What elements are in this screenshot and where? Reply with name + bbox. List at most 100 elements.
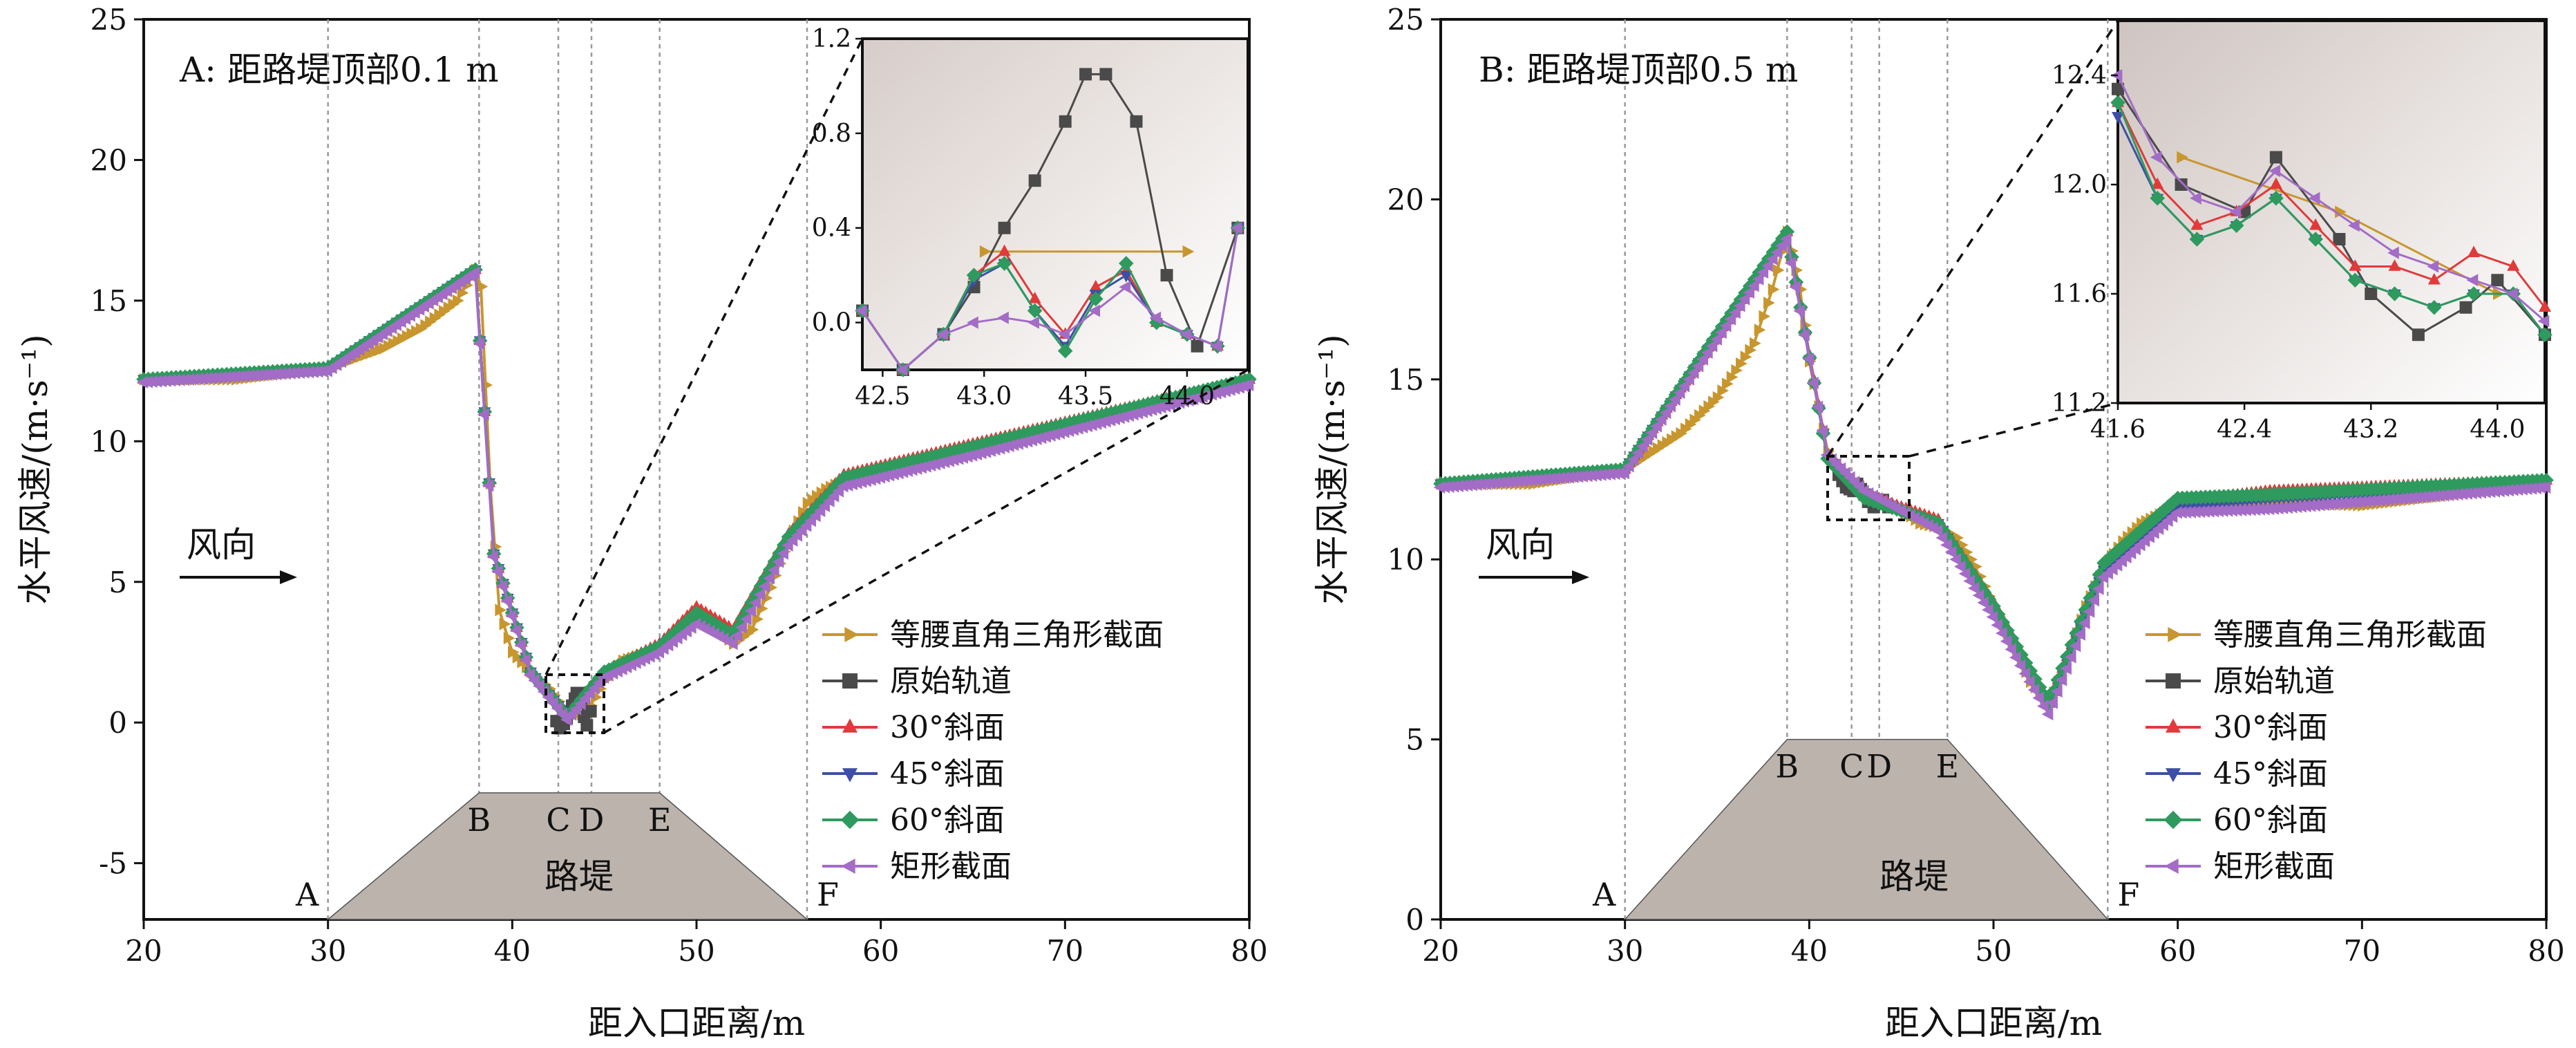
- data-point: [1724, 312, 1736, 326]
- data-point: [1715, 326, 1727, 339]
- inset-data-point: [2491, 274, 2504, 287]
- inset-data-point: [2175, 178, 2188, 191]
- data-point: [1981, 603, 1993, 617]
- data-point: [1682, 366, 1698, 382]
- panel-a-y-axis-label: 水平风速/(m·s⁻¹): [15, 334, 55, 604]
- data-point: [1770, 246, 1783, 259]
- data-point: [2050, 685, 2063, 698]
- data-point: [1740, 350, 1752, 364]
- inset-data-point: [2151, 177, 2164, 189]
- data-point: [1991, 619, 2002, 632]
- legend-entry: 矩形截面: [2146, 849, 2335, 884]
- data-point: [1673, 380, 1688, 395]
- panel-b-wind-direction: 风向: [1479, 525, 1589, 584]
- legend-label: 原始轨道: [2213, 664, 2335, 699]
- inset-y-tick-label: 0.4: [812, 214, 851, 243]
- inset-x-tick-label: 42.4: [2217, 415, 2272, 444]
- data-point: [1779, 224, 1795, 240]
- inset-data-point: [1059, 115, 1072, 128]
- inset-data-point: [2150, 190, 2166, 206]
- data-point: [1631, 441, 1647, 457]
- inset-data-point: [1089, 279, 1102, 292]
- data-point: [1768, 283, 1780, 296]
- data-point: [556, 707, 567, 720]
- panel-b-zoom-box: [1826, 455, 1911, 521]
- data-point: [817, 489, 833, 505]
- panel-a-inset-frame: [861, 37, 1249, 371]
- panel-a-wind-label: 风向: [187, 525, 256, 565]
- inset-data-point: [2427, 272, 2441, 285]
- data-point: [1949, 553, 1961, 566]
- data-point: [580, 719, 594, 732]
- data-point: [1687, 359, 1703, 375]
- data-point: [1779, 232, 1792, 245]
- data-point: [1752, 272, 1764, 286]
- data-point: [1958, 568, 1971, 581]
- inset-y-tick-label: 0.0: [812, 309, 851, 337]
- inset-series-line: [2116, 102, 2546, 308]
- panel-b-inset-frame: [2116, 19, 2546, 404]
- data-point: [1726, 371, 1739, 384]
- data-point: [1793, 304, 1806, 317]
- inset-data-point: [1079, 68, 1092, 81]
- inset-data-point: [1149, 311, 1162, 324]
- panel-a-position-labels: A B C D E F: [295, 801, 839, 913]
- legend-marker: [842, 673, 858, 689]
- data-point: [1736, 357, 1748, 371]
- inset-data-point: [2269, 151, 2282, 164]
- x-tick-label: 40: [494, 934, 531, 968]
- inset-data-point: [2333, 233, 2346, 245]
- data-point: [1669, 393, 1680, 406]
- inset-data-point: [2229, 205, 2241, 218]
- data-point: [1944, 545, 1957, 559]
- data-point: [468, 266, 480, 279]
- inset-data-point: [2308, 232, 2323, 247]
- panel-b-zoom-connector: [1826, 20, 2119, 457]
- panel-a-inset-ticks: 42.5 43.0 43.5 44.0 0.0 0.4 0.8 1.2: [812, 25, 1215, 411]
- data-point: [1631, 447, 1644, 460]
- data-point: [2092, 582, 2104, 595]
- panel-b-axis-ticks: 20 30 40 50 60 70 80 0 5 10 15 20 25: [1388, 3, 2565, 968]
- data-point: [1673, 386, 1685, 400]
- inset-x-tick-label: 43.0: [956, 382, 1012, 411]
- inset-data-point: [2468, 245, 2480, 258]
- inset-series-line: [2116, 75, 2546, 322]
- inset-data-point: [2537, 327, 2553, 343]
- data-point: [1935, 531, 1947, 544]
- legend-label: 45°斜面: [2213, 756, 2328, 792]
- data-point: [1940, 539, 1952, 552]
- inset-data-point: [1119, 281, 1131, 294]
- data-point: [684, 609, 700, 625]
- panel-a-x-axis-label: 距入口距离/m: [588, 1003, 805, 1043]
- data-point: [1649, 414, 1665, 430]
- position-label-f: F: [817, 876, 839, 913]
- data-point: [1967, 581, 1980, 595]
- data-point: [2083, 605, 2095, 618]
- y-tick-label: 5: [1405, 723, 1424, 757]
- panel-b-inset-series: [2110, 69, 2553, 343]
- data-point: [1687, 366, 1699, 380]
- legend-entry: 45°斜面: [822, 756, 1005, 792]
- panel-a-inset: 42.5 43.0 43.5 44.0 0.0 0.4 0.8 1.2: [544, 25, 1249, 734]
- legend-marker: [840, 810, 860, 830]
- data-point: [1636, 434, 1651, 450]
- panel-a-guide-lines: [327, 19, 808, 919]
- legend-label: 等腰直角三角形截面: [2213, 617, 2487, 653]
- data-point: [523, 668, 536, 682]
- legend-entry: 等腰直角三角形截面: [822, 617, 1164, 653]
- data-point: [1972, 589, 1985, 602]
- inset-y-tick-label: 12.0: [2052, 171, 2107, 199]
- data-point: [1981, 592, 1997, 607]
- position-label-b: B: [467, 801, 491, 839]
- inset-data-point: [2190, 191, 2201, 205]
- inset-data-point: [936, 328, 948, 341]
- series-6: [1433, 232, 2551, 721]
- data-point: [542, 691, 553, 704]
- inset-data-point: [2269, 177, 2282, 189]
- data-point: [726, 637, 738, 651]
- position-label-f: F: [2117, 876, 2139, 913]
- legend-label: 60°斜面: [2213, 803, 2328, 838]
- data-point: [1719, 319, 1732, 333]
- panel-a-wind-direction: 风向: [180, 525, 297, 584]
